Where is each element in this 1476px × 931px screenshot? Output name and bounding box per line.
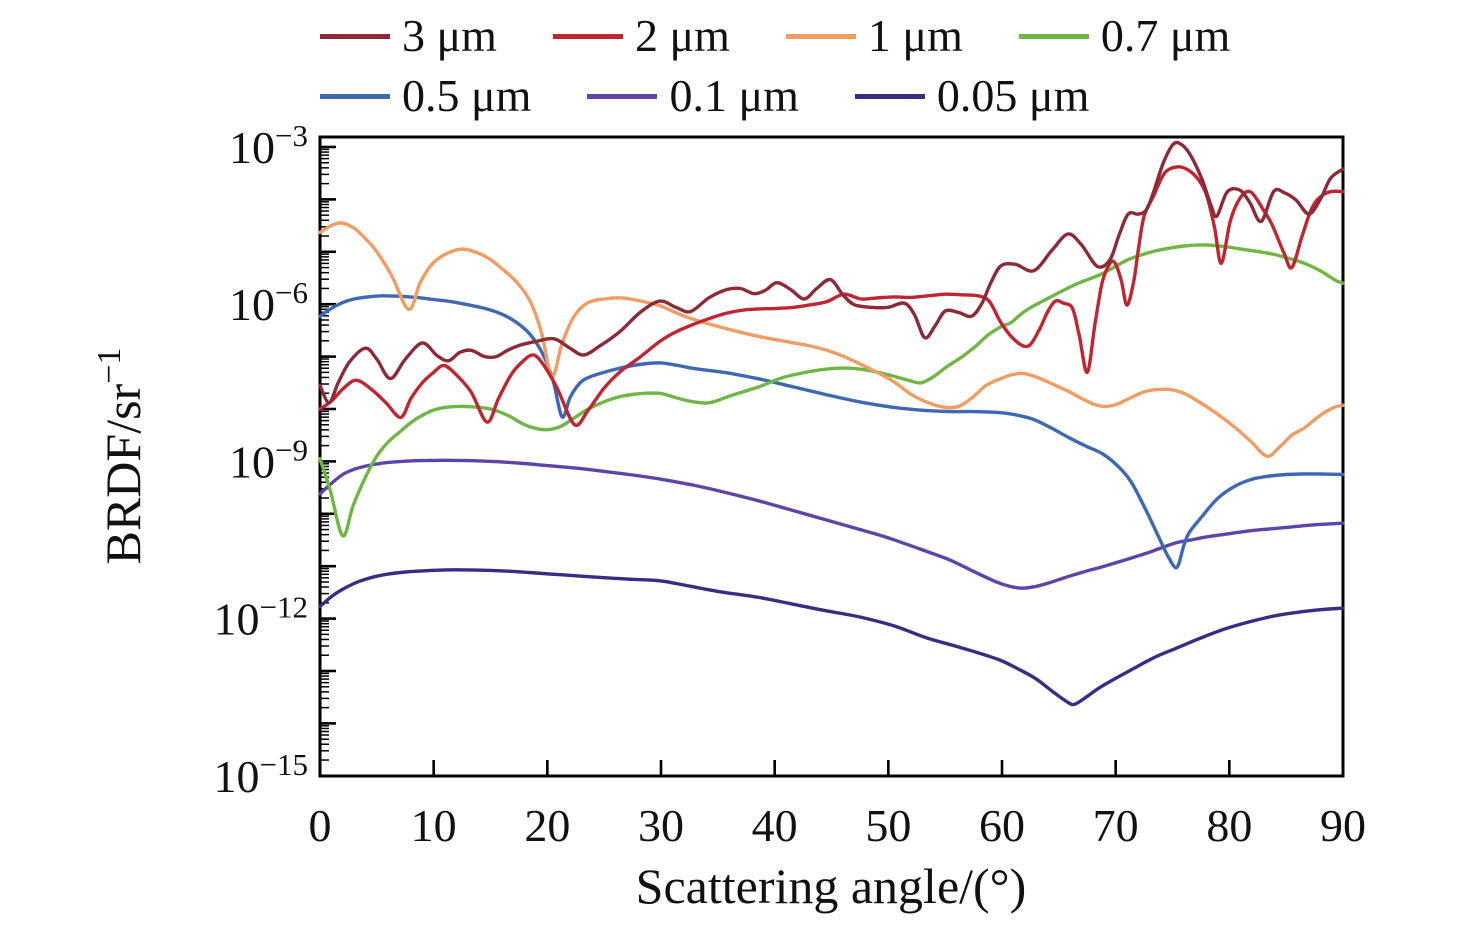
legend-item-0p05m: 0.05 μm: [854, 70, 1090, 121]
y-axis-title-base: BRDF/sr: [95, 383, 151, 564]
x-tick-label: 20: [524, 800, 570, 851]
x-tick-label: 80: [1206, 800, 1252, 851]
y-tick-label: 10−9: [229, 432, 308, 487]
legend-label-3m: 3 μm: [402, 10, 497, 61]
legend-item-2m: 2 μm: [552, 10, 730, 61]
x-tick-label: 10: [411, 800, 457, 851]
series-line-3m: [318, 140, 1345, 405]
x-tick-label: 30: [638, 800, 684, 851]
series-lines: [318, 140, 1345, 707]
y-tick-label: 10−12: [214, 590, 308, 645]
y-tick-label: 10−6: [229, 275, 308, 330]
legend-row-1: 3 μm 2 μm 1 μm 0.7 μm: [320, 6, 1286, 66]
legend-label-2m: 2 μm: [634, 10, 730, 61]
x-tick-label: 50: [865, 800, 911, 851]
legend-item-1m: 1 μm: [785, 10, 963, 61]
y-axis-title-superscript: −1: [91, 348, 128, 384]
series-line-0p7m: [318, 243, 1345, 538]
legend-label-0p1m: 0.1 μm: [669, 70, 799, 121]
y-tick-label: 10−3: [229, 118, 308, 173]
x-tick-label: 0: [309, 800, 332, 851]
legend-label-1m: 1 μm: [867, 10, 963, 61]
x-tick-label: 60: [979, 800, 1025, 851]
legend-item-0p1m: 0.1 μm: [587, 70, 799, 121]
legend-swatch-1m: [785, 33, 856, 39]
legend-label-0p5m: 0.5 μm: [402, 70, 532, 121]
series-line-1m: [318, 221, 1345, 458]
legend-item-3m: 3 μm: [320, 13, 497, 59]
legend-swatch-0p05m: [854, 93, 925, 99]
legend-swatch-0p5m: [320, 93, 390, 99]
axis-ticks: [318, 145, 1345, 778]
legend: 3 μm 2 μm 1 μm 0.7 μm 0.5 μm 0.1 μm 0.05 μm: [320, 6, 1286, 126]
legend-swatch-0p7m: [1018, 33, 1089, 39]
legend-row-2: 0.5 μm 0.1 μm 0.05 μm: [320, 66, 1286, 126]
legend-item-0p7m: 0.7 μm: [1018, 10, 1231, 61]
series-line-0p5m: [318, 294, 1345, 570]
y-tick-label: 10−15: [214, 747, 308, 802]
x-tick-label: 70: [1093, 800, 1139, 851]
x-tick-label: 90: [1320, 800, 1366, 851]
plot-frame: [318, 135, 1345, 778]
x-tick-label: 40: [752, 800, 798, 851]
legend-item-0p5m: 0.5 μm: [320, 73, 531, 119]
legend-label-0p05m: 0.05 μm: [936, 70, 1090, 121]
y-axis-title: BRDF/sr−1: [91, 348, 151, 565]
series-line-0p1m: [318, 458, 1345, 590]
legend-swatch-3m: [320, 33, 390, 39]
plot-border: [318, 135, 1345, 778]
legend-swatch-0p1m: [587, 93, 658, 99]
axis-tick-labels: 10−3 10−6 10−9 10−12 10−150 10 20 30 40 50 60 70 80 9…: [214, 118, 1366, 851]
series-line-0p05m: [318, 568, 1345, 707]
legend-swatch-2m: [552, 33, 623, 39]
legend-label-0p7m: 0.7 μm: [1100, 10, 1231, 61]
x-axis-title: Scattering angle/(°): [636, 858, 1027, 914]
series-line-2m: [318, 165, 1345, 428]
